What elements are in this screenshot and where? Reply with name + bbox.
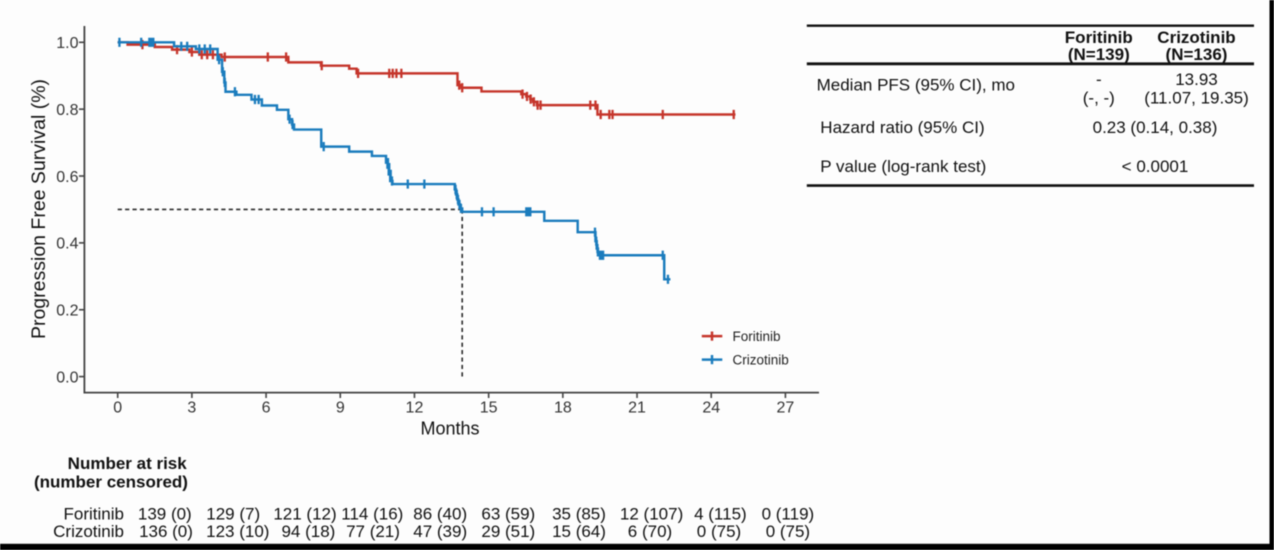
svg-text:0.4: 0.4: [56, 236, 78, 253]
svg-text:121 (12): 121 (12): [273, 505, 336, 524]
svg-text:(11.07, 19.35): (11.07, 19.35): [1144, 89, 1249, 108]
svg-text:15: 15: [480, 399, 498, 416]
svg-text:86 (40): 86 (40): [413, 505, 467, 524]
svg-text:Hazard ratio (95% CI): Hazard ratio (95% CI): [820, 118, 984, 137]
svg-text:18: 18: [554, 399, 572, 416]
svg-text:Median PFS (95% CI), mo: Median PFS (95% CI), mo: [817, 76, 1015, 95]
svg-text:Number at risk: Number at risk: [68, 454, 188, 473]
svg-text:Crizotinib: Crizotinib: [53, 522, 124, 541]
svg-text:(-, -): (-, -): [1083, 89, 1115, 108]
svg-text:12: 12: [406, 399, 424, 416]
svg-text:35 (85): 35 (85): [552, 505, 606, 524]
svg-text:Foritinib: Foritinib: [733, 329, 781, 344]
svg-text:123 (10): 123 (10): [206, 522, 269, 541]
svg-text:Progression Free Survival (%): Progression Free Survival (%): [28, 79, 50, 339]
svg-text:0 (75): 0 (75): [766, 522, 810, 541]
svg-text:15 (64): 15 (64): [552, 522, 606, 541]
svg-text:0.8: 0.8: [56, 102, 78, 119]
svg-text:139 (0): 139 (0): [138, 505, 192, 524]
svg-text:114 (16): 114 (16): [341, 505, 403, 524]
svg-text:Months: Months: [420, 419, 479, 439]
svg-text:0.23 (0.14, 0.38): 0.23 (0.14, 0.38): [1093, 118, 1218, 137]
svg-text:(N=136): (N=136): [1166, 45, 1228, 64]
svg-text:Crizotinib: Crizotinib: [1157, 28, 1235, 47]
svg-text:94 (18): 94 (18): [281, 522, 335, 541]
svg-text:P value (log-rank test): P value (log-rank test): [820, 157, 986, 176]
svg-text:21: 21: [628, 399, 646, 416]
svg-text:12 (107): 12 (107): [620, 505, 683, 524]
svg-text:1.0: 1.0: [56, 35, 78, 52]
svg-text:0 (119): 0 (119): [762, 505, 815, 524]
svg-text:4 (115): 4 (115): [694, 505, 747, 524]
svg-text:13.93: 13.93: [1175, 70, 1218, 89]
svg-text:0 (75): 0 (75): [697, 522, 741, 541]
svg-text:(N=139): (N=139): [1068, 45, 1130, 64]
svg-text:< 0.0001: < 0.0001: [1122, 157, 1189, 176]
svg-text:9: 9: [336, 399, 345, 416]
svg-text:47 (39): 47 (39): [413, 522, 467, 541]
svg-text:0: 0: [113, 399, 122, 416]
svg-text:-: -: [1096, 70, 1102, 89]
svg-text:Foritinib: Foritinib: [1065, 28, 1133, 47]
svg-text:0.2: 0.2: [56, 303, 78, 320]
svg-text:6 (70): 6 (70): [628, 522, 672, 541]
svg-text:(number censored): (number censored): [34, 472, 188, 491]
svg-text:27: 27: [777, 399, 795, 416]
svg-text:3: 3: [187, 399, 196, 416]
svg-text:63 (59): 63 (59): [481, 505, 535, 524]
svg-text:0.0: 0.0: [56, 369, 78, 386]
svg-text:29 (51): 29 (51): [481, 522, 535, 541]
svg-text:Foritinib: Foritinib: [64, 505, 124, 524]
svg-text:Crizotinib: Crizotinib: [733, 353, 789, 368]
svg-text:0.6: 0.6: [56, 169, 78, 186]
svg-text:6: 6: [262, 399, 271, 416]
svg-text:136 (0): 136 (0): [139, 522, 193, 541]
svg-text:129 (7): 129 (7): [206, 505, 260, 524]
svg-text:24: 24: [702, 399, 720, 416]
svg-text:77 (21): 77 (21): [346, 522, 400, 541]
